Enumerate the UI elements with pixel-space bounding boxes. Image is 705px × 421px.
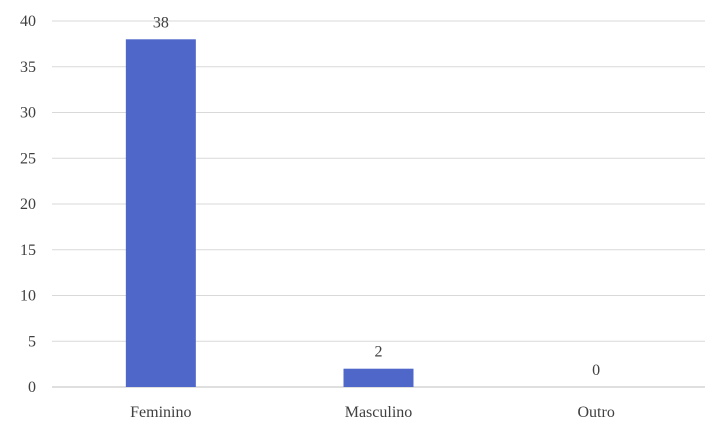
y-tick-label: 40 bbox=[20, 13, 36, 30]
data-label-feminino: 38 bbox=[153, 14, 169, 31]
y-tick-label: 20 bbox=[20, 196, 36, 213]
x-axis-categories: Feminino Masculino Outro bbox=[130, 404, 615, 421]
bar-feminino bbox=[125, 39, 196, 388]
y-tick-label: 30 bbox=[20, 105, 36, 122]
x-category-outro: Outro bbox=[578, 404, 615, 421]
data-label-outro: 0 bbox=[592, 362, 600, 379]
y-tick-label: 5 bbox=[28, 333, 36, 350]
y-tick-label: 0 bbox=[28, 379, 36, 396]
data-labels: 38 2 0 bbox=[153, 14, 600, 379]
bars bbox=[125, 39, 414, 388]
y-tick-label: 15 bbox=[20, 242, 36, 259]
y-tick-label: 10 bbox=[20, 288, 36, 305]
y-tick-label: 25 bbox=[20, 150, 36, 167]
bar-masculino bbox=[343, 368, 414, 387]
y-tick-label: 35 bbox=[20, 59, 36, 76]
data-label-masculino: 2 bbox=[375, 344, 383, 361]
x-category-masculino: Masculino bbox=[345, 404, 413, 421]
x-category-feminino: Feminino bbox=[130, 404, 191, 421]
y-axis-ticks: 0 5 10 15 20 25 30 35 40 bbox=[20, 13, 36, 396]
